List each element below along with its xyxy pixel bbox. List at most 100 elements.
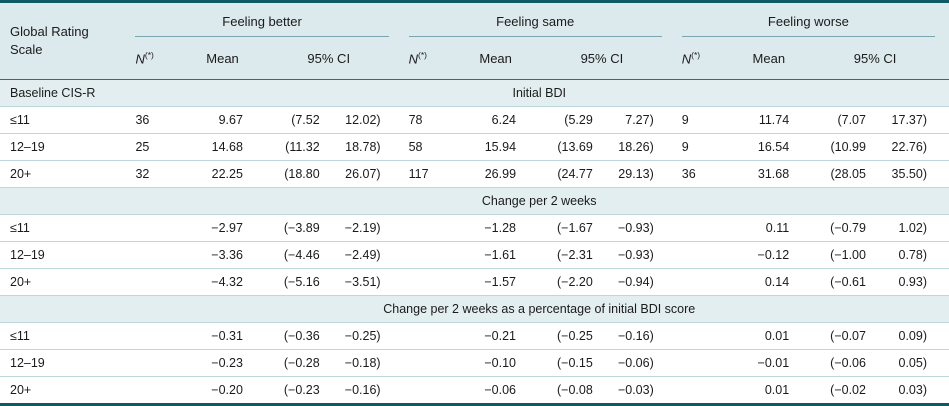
table-row: 12–19 −0.23 (−0.28 −0.18) −0.10 (−0.15 −0.06) −… (0, 349, 949, 377)
cell-same-ci_hi: 29.13) (618, 167, 654, 181)
cell-worse-ci_lo: (28.05 (830, 167, 866, 181)
cell-worse-ci_hi: 0.78) (898, 248, 928, 262)
table-row: ≤11 −0.31 (−0.36 −0.25) −0.21 (−0.25 −0.16) 0.0… (0, 322, 949, 350)
cell-worse-n (676, 242, 737, 269)
table-header: Global Rating Scale Feeling better Feelin… (0, 3, 949, 80)
row-label: 20+ (10, 383, 32, 397)
n-footnote-marker: (*) (144, 49, 154, 60)
cell-worse-mean: 11.74 (758, 113, 790, 127)
table-row: 12–19 25 14.68 (11.32 18.78) 58 15.94 (13.69 18.… (0, 133, 949, 161)
cell-worse-n: 9 (681, 113, 689, 127)
cell-worse-ci_lo: (−0.07 (830, 329, 866, 343)
cell-worse-mean: −0.12 (757, 248, 790, 262)
cell-better-ci_hi: 12.02) (345, 113, 381, 127)
cell-better-mean: 14.68 (211, 140, 243, 154)
section-left-label (0, 187, 130, 215)
row-label: 12–19 (10, 140, 45, 154)
row-label: 20+ (10, 275, 32, 289)
cell-same-ci_hi: −0.94) (617, 275, 654, 289)
cell-same-ci_lo: (−2.31 (557, 248, 593, 262)
cell-same-ci_hi: −0.06) (617, 356, 654, 370)
col-header-mean-better: Mean (190, 37, 255, 80)
group-header-same: Feeling same (402, 3, 676, 37)
cell-same-ci_hi: −0.03) (617, 383, 654, 397)
cell-worse-mean: 16.54 (757, 140, 790, 154)
cell-worse-mean: 0.11 (765, 221, 790, 235)
cell-same-ci_lo: (−1.67 (557, 221, 593, 235)
cell-better-n (129, 323, 190, 350)
cell-same-ci_lo: (−0.25 (557, 329, 593, 343)
column-header-row: N(*) Mean 95% CI N(*) Mean 95% CI N(*) Mean 95% … (0, 37, 949, 80)
row-label: ≤11 (10, 329, 30, 343)
col-header-ci-same: 95% CI (528, 37, 676, 80)
cell-same-mean: 6.24 (491, 113, 517, 127)
row-label: ≤11 (10, 221, 30, 235)
section-left-label (0, 295, 130, 323)
bdi-outcomes-table: Global Rating Scale Feeling better Feelin… (0, 3, 949, 403)
table-row: 20+ −4.32 (−5.16 −3.51) −1.57 (−2.20 −0.94) 0.1… (0, 268, 949, 296)
cell-worse-n: 36 (681, 167, 696, 181)
cell-same-mean: −0.10 (484, 356, 517, 370)
cell-worse-mean: 0.14 (764, 275, 790, 289)
cell-same-mean: 15.94 (484, 140, 517, 154)
cell-same-ci_lo: (−0.08 (557, 383, 593, 397)
cell-worse-mean: −0.01 (757, 356, 790, 370)
cell-same-ci_hi: −0.93) (617, 221, 654, 235)
table-body: Baseline CIS-R Initial BDI ≤11 36 9.67 (7.52 1… (0, 79, 949, 404)
row-label: 12–19 (10, 356, 45, 370)
cell-better-ci_hi: 26.07) (345, 167, 381, 181)
group-header-label: Feeling worse (681, 5, 935, 37)
cell-better-ci_lo: (11.32 (285, 140, 320, 154)
section-left-label: Baseline CIS-R (0, 79, 130, 107)
cell-better-mean: −0.20 (211, 383, 243, 397)
cell-worse-ci_lo: (10.99 (830, 140, 866, 154)
cell-worse-ci_hi: 0.05) (898, 356, 928, 370)
cell-worse-ci_hi: 0.03) (898, 383, 928, 397)
cell-better-mean: 9.67 (218, 113, 243, 127)
section-title: Initial BDI (129, 79, 949, 107)
cell-same-n (403, 269, 464, 296)
group-header-label: Feeling same (408, 5, 662, 37)
cell-same-ci_lo: (−2.20 (557, 275, 593, 289)
cell-better-n (129, 242, 190, 269)
cell-same-ci_lo: (−0.15 (557, 356, 593, 370)
cell-better-n (129, 377, 190, 404)
cell-same-ci_hi: 18.26) (618, 140, 654, 154)
section-header-row: Change per 2 weeks as a percentage of in… (0, 295, 949, 323)
group-header-worse: Feeling worse (675, 3, 949, 37)
cell-better-mean: 22.25 (211, 167, 243, 181)
cell-better-ci_lo: (−3.89 (283, 221, 320, 235)
cell-better-mean: −2.97 (211, 221, 243, 235)
cell-same-n (403, 323, 464, 350)
cell-worse-ci_lo: (−0.79 (830, 221, 866, 235)
cell-same-n (403, 377, 464, 404)
group-header-label: Feeling better (135, 5, 389, 37)
n-footnote-marker: (*) (691, 49, 701, 60)
cell-better-ci_lo: (7.52 (291, 113, 320, 127)
col-header-ci-better: 95% CI (254, 37, 403, 80)
n-label: N (135, 51, 145, 67)
cell-better-ci_lo: (−0.36 (283, 329, 320, 343)
cell-worse-ci_lo: (−0.61 (830, 275, 866, 289)
cell-better-ci_hi: −2.49) (344, 248, 381, 262)
cell-worse-ci_lo: (−1.00 (830, 248, 866, 262)
cell-better-ci_hi: −0.25) (344, 329, 381, 343)
table-row: 20+ 32 22.25 (18.80 26.07) 117 26.99 (24.77 29.1… (0, 160, 949, 188)
row-label: ≤11 (10, 113, 30, 127)
cell-worse-n (676, 350, 737, 377)
cell-worse-ci_lo: (−0.06 (830, 356, 866, 370)
cell-better-n (129, 350, 190, 377)
cell-better-ci_lo: (18.80 (284, 167, 320, 181)
col-header-mean-worse: Mean (736, 37, 802, 80)
cell-same-mean: −1.61 (484, 248, 517, 262)
table-row: 20+ −0.20 (−0.23 −0.16) −0.06 (−0.08 −0.03) 0.0… (0, 376, 949, 404)
cell-better-ci_hi: −3.51) (344, 275, 381, 289)
row-label: 20+ (10, 167, 32, 181)
n-footnote-marker: (*) (417, 49, 427, 60)
cell-same-mean: −1.57 (484, 275, 517, 289)
col-header-n-better: N(*) (129, 37, 191, 80)
cell-worse-n (676, 269, 737, 296)
cell-better-ci_hi: 18.78) (345, 140, 381, 154)
corner-label: Global Rating Scale (0, 3, 130, 80)
